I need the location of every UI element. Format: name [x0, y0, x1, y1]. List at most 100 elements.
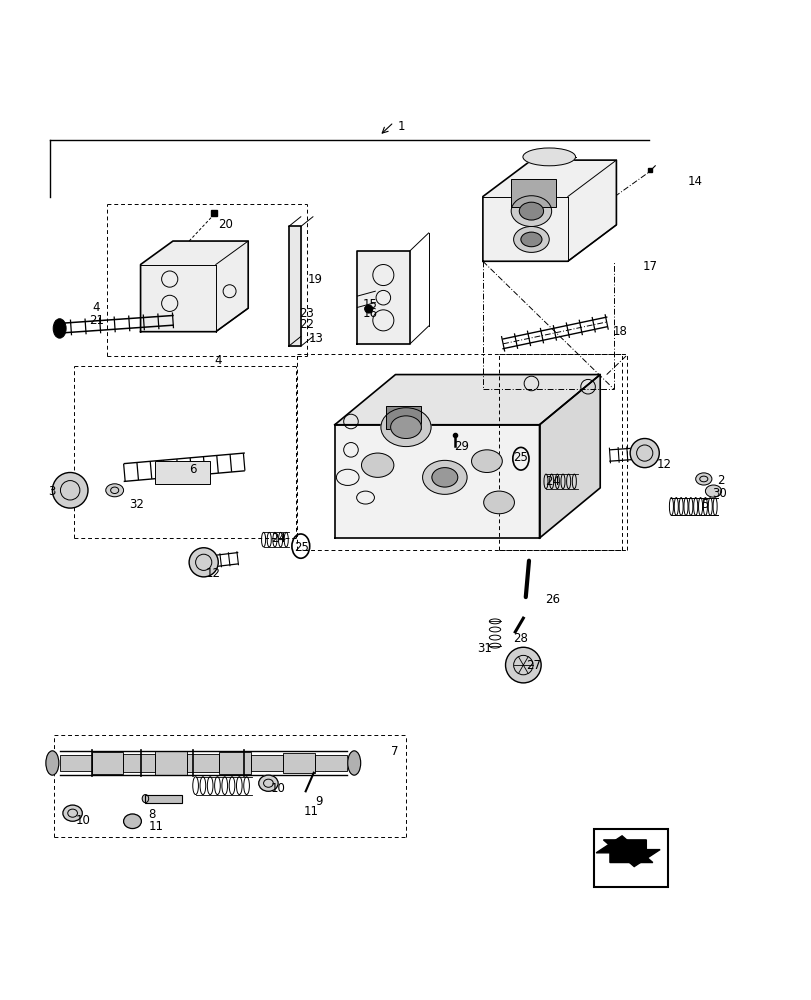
Text: 12: 12	[206, 567, 221, 580]
Bar	[155, 461, 210, 484]
Bar	[593, 829, 667, 887]
Bar	[283, 753, 315, 773]
Bar	[511, 179, 555, 207]
Polygon shape	[334, 375, 599, 425]
Bar	[123, 754, 155, 772]
Polygon shape	[288, 226, 300, 346]
Ellipse shape	[422, 460, 466, 494]
Text: 20: 20	[218, 218, 233, 231]
Text: 17: 17	[642, 260, 657, 273]
Bar	[219, 752, 251, 774]
Bar	[219, 752, 251, 774]
Circle shape	[629, 438, 659, 468]
Bar	[511, 179, 555, 207]
Circle shape	[52, 472, 88, 508]
Ellipse shape	[431, 468, 457, 487]
Ellipse shape	[483, 491, 514, 514]
Bar	[145, 795, 182, 803]
Bar	[385, 406, 421, 429]
Bar	[251, 755, 283, 771]
Bar	[385, 406, 421, 429]
Bar	[92, 752, 123, 774]
Text: 30: 30	[711, 487, 726, 500]
Text: 6: 6	[189, 463, 196, 476]
Text: 4: 4	[92, 301, 100, 314]
Bar	[155, 461, 210, 484]
Text: 23: 23	[298, 307, 314, 320]
Text: 19: 19	[307, 273, 322, 286]
Text: 16: 16	[363, 307, 378, 320]
Ellipse shape	[142, 795, 148, 803]
Bar	[145, 795, 182, 803]
Polygon shape	[603, 840, 659, 867]
Text: 1: 1	[397, 120, 405, 133]
Text: 32: 32	[129, 498, 144, 511]
Polygon shape	[140, 241, 248, 332]
Bar	[123, 754, 155, 772]
Ellipse shape	[522, 148, 575, 166]
Text: 9: 9	[315, 795, 323, 808]
Bar	[59, 755, 92, 771]
Text: 15: 15	[363, 298, 378, 311]
Ellipse shape	[521, 232, 541, 247]
Polygon shape	[595, 836, 652, 863]
Circle shape	[505, 647, 540, 683]
Text: 10: 10	[75, 814, 91, 827]
Text: 21: 21	[88, 314, 104, 327]
Ellipse shape	[511, 196, 551, 226]
Ellipse shape	[695, 473, 711, 485]
Text: 7: 7	[391, 745, 398, 758]
Text: 11: 11	[303, 805, 318, 818]
Ellipse shape	[259, 775, 278, 791]
Ellipse shape	[380, 408, 431, 447]
Ellipse shape	[361, 453, 393, 477]
Text: 29: 29	[454, 440, 469, 453]
Bar	[155, 751, 187, 775]
Text: 4: 4	[214, 354, 221, 367]
Bar	[315, 755, 346, 771]
Bar	[251, 755, 283, 771]
Ellipse shape	[390, 416, 421, 438]
Text: 24: 24	[271, 532, 285, 545]
Text: 2: 2	[717, 474, 724, 487]
Text: 26: 26	[544, 593, 560, 606]
Polygon shape	[334, 425, 539, 538]
Text: 10: 10	[271, 782, 285, 795]
Polygon shape	[539, 375, 599, 538]
Text: 14: 14	[687, 175, 702, 188]
Text: 28: 28	[513, 632, 527, 645]
Text: 3: 3	[49, 485, 56, 498]
Bar	[92, 752, 123, 774]
Bar	[187, 754, 219, 772]
Bar	[59, 755, 92, 771]
Text: 25: 25	[513, 451, 527, 464]
Text: 25: 25	[294, 541, 309, 554]
Text: 12: 12	[656, 458, 671, 471]
Bar	[187, 754, 219, 772]
Text: 8: 8	[148, 808, 156, 821]
Text: 11: 11	[148, 820, 164, 833]
Bar	[155, 751, 187, 775]
Text: 31: 31	[477, 642, 491, 655]
Text: 18: 18	[611, 325, 626, 338]
Bar	[283, 753, 315, 773]
Text: 27: 27	[525, 659, 540, 672]
Text: 22: 22	[298, 318, 314, 331]
Text: 13: 13	[308, 332, 324, 345]
Ellipse shape	[471, 450, 502, 472]
Polygon shape	[357, 251, 410, 344]
Ellipse shape	[53, 319, 66, 338]
Ellipse shape	[705, 485, 721, 497]
Circle shape	[189, 548, 218, 577]
Ellipse shape	[123, 814, 141, 829]
Ellipse shape	[105, 484, 123, 497]
Ellipse shape	[46, 751, 58, 775]
Polygon shape	[483, 160, 616, 261]
Text: 5: 5	[701, 498, 708, 511]
Ellipse shape	[62, 805, 82, 821]
Ellipse shape	[347, 751, 360, 775]
Text: 24: 24	[544, 475, 560, 488]
Bar	[315, 755, 346, 771]
Ellipse shape	[519, 202, 543, 220]
Ellipse shape	[513, 226, 548, 252]
